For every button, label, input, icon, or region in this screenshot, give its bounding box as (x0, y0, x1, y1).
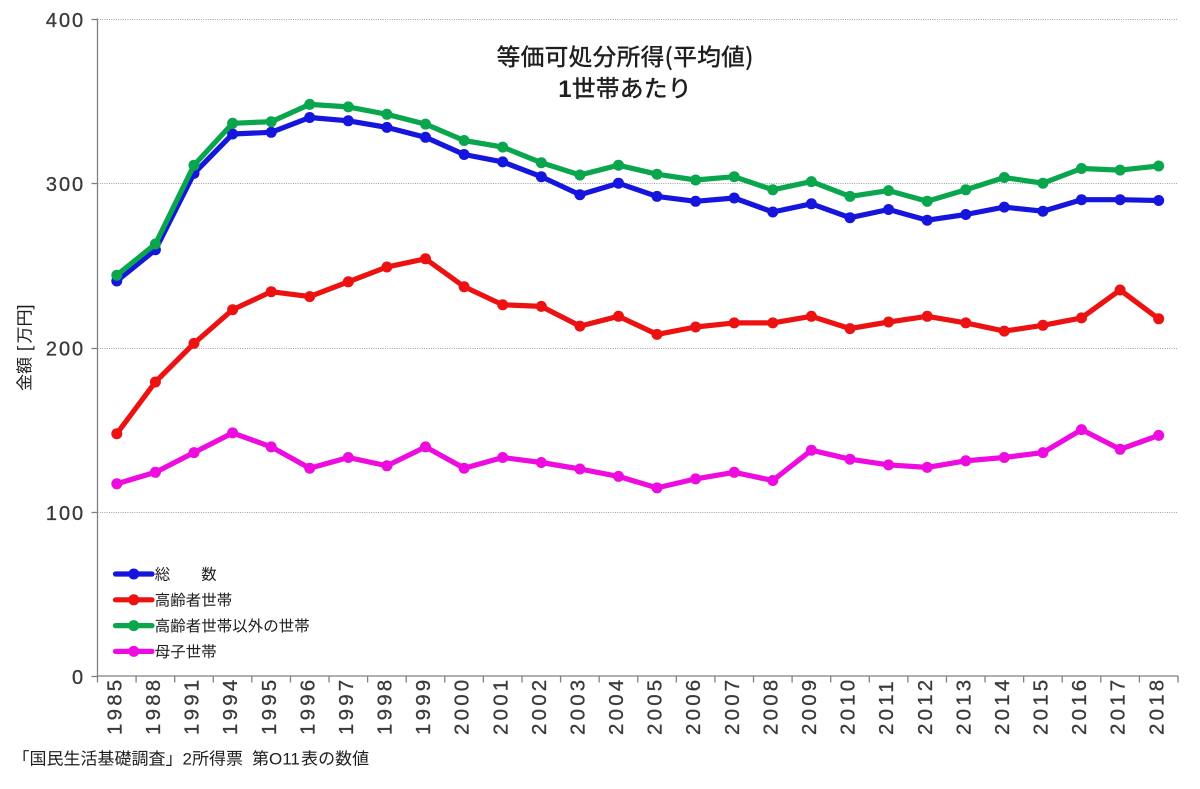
svg-text:2017: 2017 (1107, 677, 1130, 735)
svg-text:200: 200 (46, 339, 85, 361)
svg-text:300: 300 (46, 174, 85, 196)
svg-text:2009: 2009 (798, 677, 821, 735)
svg-text:2: 2 (183, 750, 192, 769)
svg-text:1991: 1991 (181, 677, 204, 735)
svg-text:2015: 2015 (1030, 677, 1053, 735)
svg-text:2006: 2006 (682, 677, 705, 735)
svg-text:2010: 2010 (837, 677, 860, 735)
svg-text:2018: 2018 (1145, 677, 1168, 735)
svg-text:2014: 2014 (991, 677, 1014, 735)
svg-text:1994: 1994 (219, 677, 242, 735)
svg-text:]: ] (15, 304, 35, 309)
svg-text:2016: 2016 (1068, 677, 1091, 735)
svg-text:2008: 2008 (759, 677, 782, 735)
svg-text:1997: 1997 (335, 677, 358, 735)
svg-text:100: 100 (46, 503, 85, 525)
svg-text:[: [ (15, 346, 35, 351)
svg-text:1999: 1999 (412, 677, 435, 735)
svg-text:2003: 2003 (567, 677, 590, 735)
svg-text:1995: 1995 (258, 677, 281, 735)
svg-text:1996: 1996 (296, 677, 319, 735)
svg-text:2000: 2000 (451, 677, 474, 735)
svg-text:2013: 2013 (952, 677, 975, 735)
svg-text:0: 0 (72, 667, 85, 689)
svg-text:2002: 2002 (528, 677, 551, 735)
svg-text:2004: 2004 (605, 677, 628, 735)
svg-text:400: 400 (46, 10, 85, 32)
svg-text:2012: 2012 (914, 677, 937, 735)
svg-text:1985: 1985 (103, 677, 126, 735)
svg-text:1: 1 (558, 76, 571, 103)
svg-text:O11: O11 (269, 750, 300, 769)
svg-text:2007: 2007 (721, 677, 744, 735)
svg-text:2011: 2011 (875, 678, 898, 735)
svg-text:1998: 1998 (374, 677, 397, 735)
svg-text:2005: 2005 (644, 677, 667, 735)
svg-text:2001: 2001 (489, 677, 512, 735)
svg-text:1988: 1988 (142, 677, 165, 735)
